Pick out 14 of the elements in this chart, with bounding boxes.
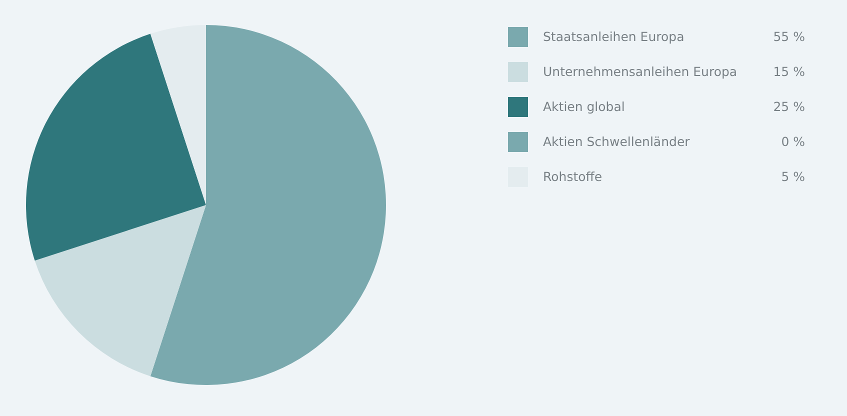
legend-label: Staatsanleihen Europa <box>543 29 686 44</box>
data-label: 25 % <box>772 99 805 114</box>
pie-slice <box>150 25 206 205</box>
legend-label: Aktien global <box>543 99 626 114</box>
legend-label: Rohstoffe <box>543 169 604 184</box>
pie-slice <box>150 25 386 385</box>
data-label: 15 % <box>773 64 805 79</box>
data-label: 5 % <box>780 169 805 184</box>
pie-slice <box>26 34 206 261</box>
text: 0 % <box>781 134 805 149</box>
data-label: 55 % <box>772 29 805 44</box>
pie-slice <box>34 205 206 376</box>
legend-label: Unternehmensanleihen Europa <box>543 64 738 79</box>
legend-label: Aktien Schwellenländer <box>543 134 691 149</box>
